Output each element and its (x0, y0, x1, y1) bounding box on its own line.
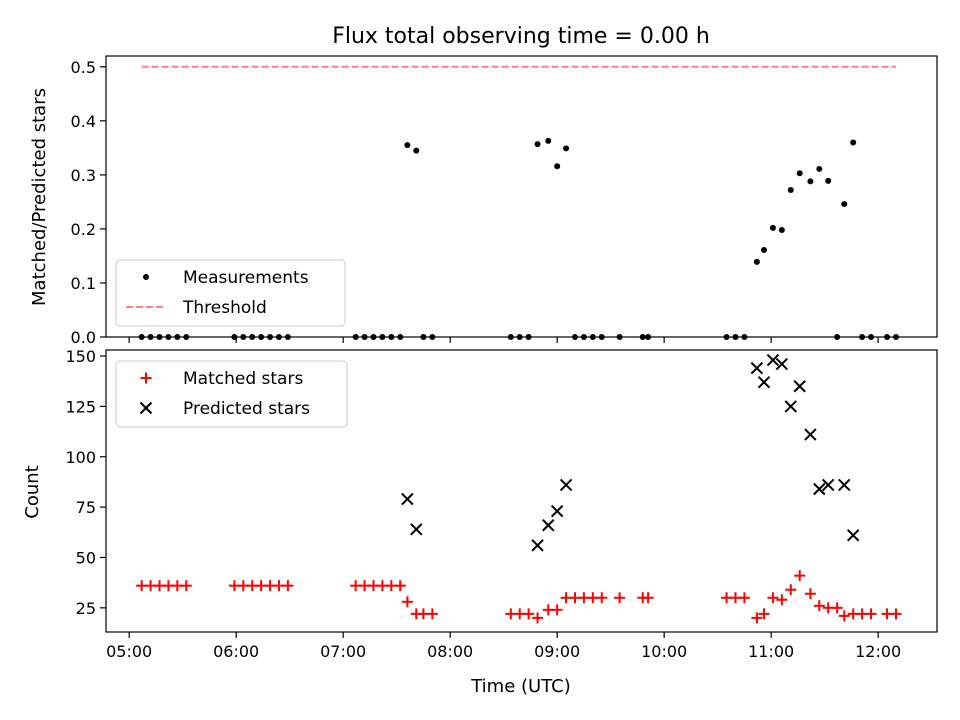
panel-0-measurements-point (545, 137, 552, 144)
panel-0-measurements-point (753, 258, 760, 265)
panel-1-predicted-stars-point (846, 529, 860, 542)
panel-0-legend-box (115, 259, 346, 327)
panel-1-predicted-stars-point (804, 428, 817, 441)
panel-1-y-tick-label: 125 (65, 397, 96, 416)
panel-0-y-tick-label: 0.2 (71, 220, 96, 239)
panel-0-measurements-point (816, 165, 823, 172)
panel-0-axes-frame (105, 55, 938, 338)
panel-1-matched-stars-point (401, 596, 413, 608)
panel-1-predicted-stars-point (838, 478, 851, 492)
panel-1-matched-stars-point (838, 610, 850, 622)
panel-0-y-tick-label: 0.1 (71, 274, 96, 293)
panel-1-axes-frame (105, 349, 938, 633)
panel-0-measurements-point (769, 224, 776, 231)
panel-1-x-tick-label: 08:00 (427, 642, 473, 661)
panel-1-predicted-stars-point (784, 400, 797, 413)
panel-1-matched-stars-point (282, 580, 294, 592)
panel-1-y-tick-label: 150 (65, 347, 96, 366)
panel-1-legend: Matched stars Predicted stars (115, 360, 348, 428)
panel-0-measurements-point (761, 246, 768, 253)
panel-1-predicted-stars-point (822, 478, 835, 492)
panel-1-predicted-stars-point (531, 539, 544, 552)
panel-1-matched-stars-point (614, 592, 626, 604)
panel-1-matched-stars-point (394, 580, 406, 592)
top-chart-title: Flux total observing time = 0.00 h (332, 24, 710, 49)
panel-0-legend-swatch (143, 274, 149, 280)
panel-1-matched-stars-point (890, 608, 902, 620)
panel-1-x-tick-label: 07:00 (320, 642, 366, 661)
bottom-plot-area: 25 50 75 100 125 150 05:00 06:00 07:00 08:00 09:00… (65, 347, 938, 661)
panel-1-predicted-stars-point (766, 353, 780, 367)
panel-0-measurements-point (413, 147, 420, 154)
panel-1-predicted-stars-point (750, 361, 764, 375)
panel-1-legend-label: Matched stars (183, 369, 303, 389)
panel-1-x-tick-label: 10:00 (641, 642, 687, 661)
panel-0-y-tick-label: 0.0 (71, 328, 96, 347)
panel-0-measurements-point (825, 177, 832, 184)
panel-1-x-tick-label: 05:00 (106, 642, 152, 661)
panel-1-legend-label: Predicted stars (183, 399, 310, 419)
top-plot-area: 0.0 0.1 0.2 0.3 0.4 0.5 Measurements Threshold (71, 55, 938, 347)
top-y-axis-label: Matched/Predicted stars (29, 88, 50, 306)
panel-1-matched-stars-point (523, 608, 535, 620)
panel-0-measurements-point (787, 187, 794, 194)
panel-1-matched-stars-point (180, 580, 192, 592)
panel-1-y-tick-label: 25 (76, 599, 96, 618)
panel-0-legend-label: Measurements (183, 268, 309, 288)
panel-1-matched-stars-point (758, 608, 770, 620)
panel-1-x-tick-label: 12:00 (855, 642, 901, 661)
panel-0-measurements-point (534, 141, 541, 148)
panel-1-matched-stars-point (865, 608, 877, 620)
panel-0-measurements-point (850, 139, 857, 146)
panel-1-y-tick-label: 100 (65, 448, 96, 467)
panel-0-legend: Measurements Threshold (115, 259, 346, 327)
panel-1-matched-stars-point (426, 608, 438, 620)
panel-1-matched-stars-point (776, 594, 788, 606)
panel-1-matched-stars-point (813, 600, 825, 612)
panel-1-matched-stars-point (532, 612, 544, 624)
panel-1-legend-swatch (139, 401, 153, 415)
panel-1-matched-stars-point (751, 612, 763, 624)
panel-1-legend-swatch (140, 372, 152, 384)
panel-0-measurements-point (563, 145, 570, 152)
panel-1-x-tick-label: 06:00 (213, 642, 259, 661)
panel-1-predicted-stars-point (550, 504, 564, 518)
panel-0-y-tick-label: 0.4 (71, 112, 96, 131)
panel-0-y-tick-label: 0.5 (71, 58, 96, 77)
panel-1-predicted-stars-point (401, 492, 414, 506)
panel-1-matched-stars-point (804, 588, 816, 600)
panel-1-matched-stars-point (767, 592, 779, 604)
panel-1-x-tick-label: 11:00 (748, 642, 794, 661)
bottom-y-axis-label: Count (22, 465, 43, 518)
panel-1-matched-stars-point (785, 584, 797, 596)
panel-0-measurements-point (807, 178, 814, 185)
bottom-x-axis-label: Time (UTC) (470, 676, 571, 697)
panel-1-y-tick-label: 50 (76, 548, 96, 567)
panel-1-matched-stars-point (642, 592, 654, 604)
panel-1-predicted-stars-point (813, 482, 826, 496)
panel-1-predicted-stars-point (775, 357, 789, 371)
panel-1-matched-stars-point (794, 570, 806, 582)
panel-1-matched-stars-point (551, 604, 563, 616)
panel-1-predicted-stars-point (542, 519, 555, 532)
panel-1-legend-box (115, 360, 348, 428)
panel-0-legend-label: Threshold (182, 298, 267, 318)
panel-1-y-tick-label: 75 (76, 498, 96, 517)
panel-0-measurements-point (554, 163, 561, 170)
panel-1-matched-stars-point (831, 602, 843, 614)
panel-0-measurements-point (404, 142, 411, 149)
panel-1-predicted-stars-point (410, 523, 423, 536)
panel-1-matched-stars-point (596, 592, 608, 604)
panel-0-measurements-point (841, 201, 848, 208)
panel-0-measurements-point (796, 170, 803, 177)
panel-1-predicted-stars-point (793, 380, 806, 393)
panel-1-x-tick-label: 09:00 (534, 642, 580, 661)
panel-1-predicted-stars-point (559, 478, 573, 492)
panel-1-matched-stars-point (738, 592, 750, 604)
panel-0-y-tick-label: 0.3 (71, 166, 96, 185)
panel-1-predicted-stars-point (757, 376, 771, 389)
panel-0-measurements-point (778, 227, 785, 234)
